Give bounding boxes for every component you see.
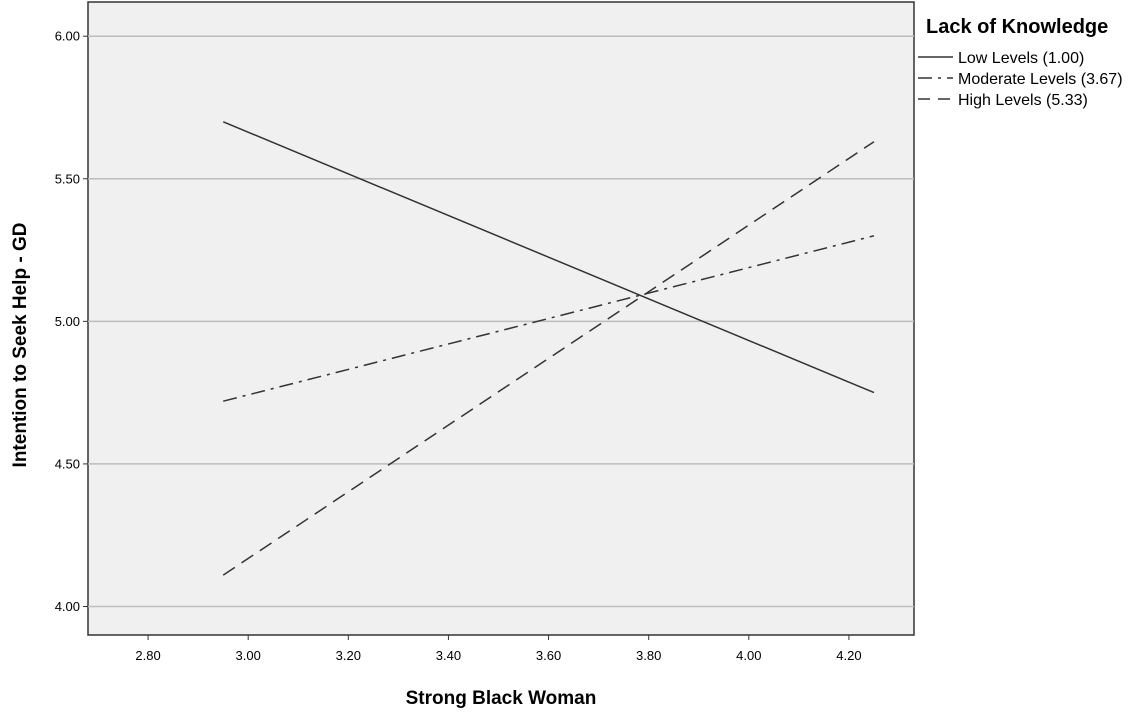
series-line [222, 141, 875, 576]
y-axis-ticks: 4.00 4.50 5.00 5.50 6.00 [55, 29, 88, 614]
y-tick-label: 6.00 [55, 29, 80, 44]
x-axis-ticks: 2.80 3.00 3.20 3.40 3.60 3.80 4.00 4.20 [135, 635, 862, 663]
series-line [222, 121, 875, 394]
x-tick-label: 2.80 [135, 648, 160, 663]
x-tick-label: 4.20 [836, 648, 861, 663]
x-tick-label: 3.80 [636, 648, 661, 663]
y-tick-label: 5.00 [55, 314, 80, 329]
y-tick-label: 4.50 [55, 456, 80, 471]
x-tick-label: 3.00 [236, 648, 261, 663]
legend: Low Levels (1.00) Moderate Levels (3.67) H… [918, 50, 1123, 109]
legend-item-label: High Levels (5.33) [958, 92, 1088, 109]
gridlines [88, 35, 914, 608]
x-tick-label: 4.00 [736, 648, 761, 663]
series-line [223, 235, 875, 402]
series-lines [222, 121, 875, 576]
y-tick-label: 4.00 [55, 599, 80, 614]
legend-item-label: Moderate Levels (3.67) [958, 71, 1123, 88]
legend-background [915, 5, 1148, 178]
plot-area [87, 1, 915, 636]
y-tick-label: 5.50 [55, 171, 80, 186]
x-tick-label: 3.60 [536, 648, 561, 663]
x-tick-label: 3.20 [336, 648, 361, 663]
legend-item-label: Low Levels (1.00) [958, 50, 1084, 67]
x-axis-title: Strong Black Woman [406, 688, 597, 709]
y-axis-title: Intention to Seek Help - GD [10, 223, 31, 468]
x-tick-label: 3.40 [436, 648, 461, 663]
legend-title: Lack of Knowledge [926, 16, 1108, 38]
